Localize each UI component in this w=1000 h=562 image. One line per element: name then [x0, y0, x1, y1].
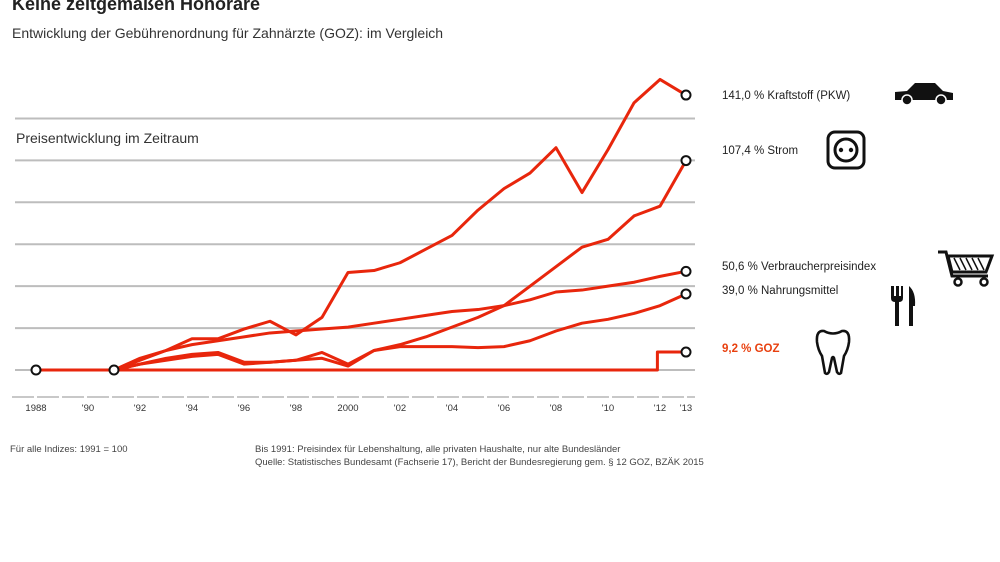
x-tick-label: '13 [680, 403, 692, 414]
legend-label-kraftstoff: 141,0 % Kraftstoff (PKW) [722, 90, 851, 102]
x-tick-label: '98 [290, 403, 302, 414]
footnote-source: Bis 1991: Preisindex für Lebenshaltung, … [255, 443, 704, 469]
x-tick-label: '12 [654, 403, 666, 414]
series-line-nahrungsmittel [113, 292, 687, 372]
baseline-marker [108, 364, 120, 376]
x-tick-label: '94 [186, 403, 198, 414]
series-line-strom [113, 159, 688, 372]
x-tick-label: '02 [394, 403, 406, 414]
power-socket-icon [826, 130, 866, 170]
fork-knife-icon [891, 286, 916, 326]
tooth-icon [815, 329, 851, 376]
source-line-2: Quelle: Statistisches Bundesamt (Fachser… [255, 457, 704, 468]
footnote-index-base: Für alle Indizes: 1991 = 100 [10, 444, 128, 455]
series-end-marker-goz [680, 346, 692, 358]
series-line-verbraucherpreisindex [113, 269, 687, 372]
x-tick-label: '04 [446, 403, 458, 414]
x-tick-label: '92 [134, 403, 146, 414]
series-line-goz [114, 350, 686, 372]
series-line-kraftstoff-pkw- [113, 77, 687, 372]
chart-title: Keine zeitgemäßen Honorare [12, 0, 261, 14]
series-end-marker-strom [680, 155, 692, 167]
x-tick-label: '90 [82, 403, 94, 414]
x-tick-label: '06 [498, 403, 510, 414]
x-tick-label: '96 [238, 403, 250, 414]
x-tick-label: 1988 [25, 403, 46, 414]
series-end-marker-nahrungsmittel [680, 288, 692, 300]
source-line-1: Bis 1991: Preisindex für Lebenshaltung, … [255, 444, 621, 455]
legend-label-strom: 107,4 % Strom [722, 145, 799, 157]
series-end-marker-kraftstoff-pkw- [680, 89, 692, 101]
x-tick-label: 2000 [337, 403, 358, 414]
chart-subtitle: Entwicklung der Gebührenordnung für Zahn… [12, 25, 444, 41]
shopping-cart-icon [938, 250, 995, 287]
x-tick-label: '08 [550, 403, 562, 414]
legend-label-goz: 9,2 % GOZ [722, 343, 780, 355]
car-icon [895, 83, 953, 106]
x-tick-label: '10 [602, 403, 614, 414]
series-end-marker-verbraucherpreisindex [680, 265, 692, 277]
inner-title: Preisentwicklung im Zeitraum [16, 130, 199, 146]
legend-label-nahrung: 39,0 % Nahrungsmittel [722, 285, 839, 297]
baseline-marker [30, 364, 42, 376]
legend-label-vpi: 50,6 % Verbraucherpreisindex [722, 261, 877, 273]
